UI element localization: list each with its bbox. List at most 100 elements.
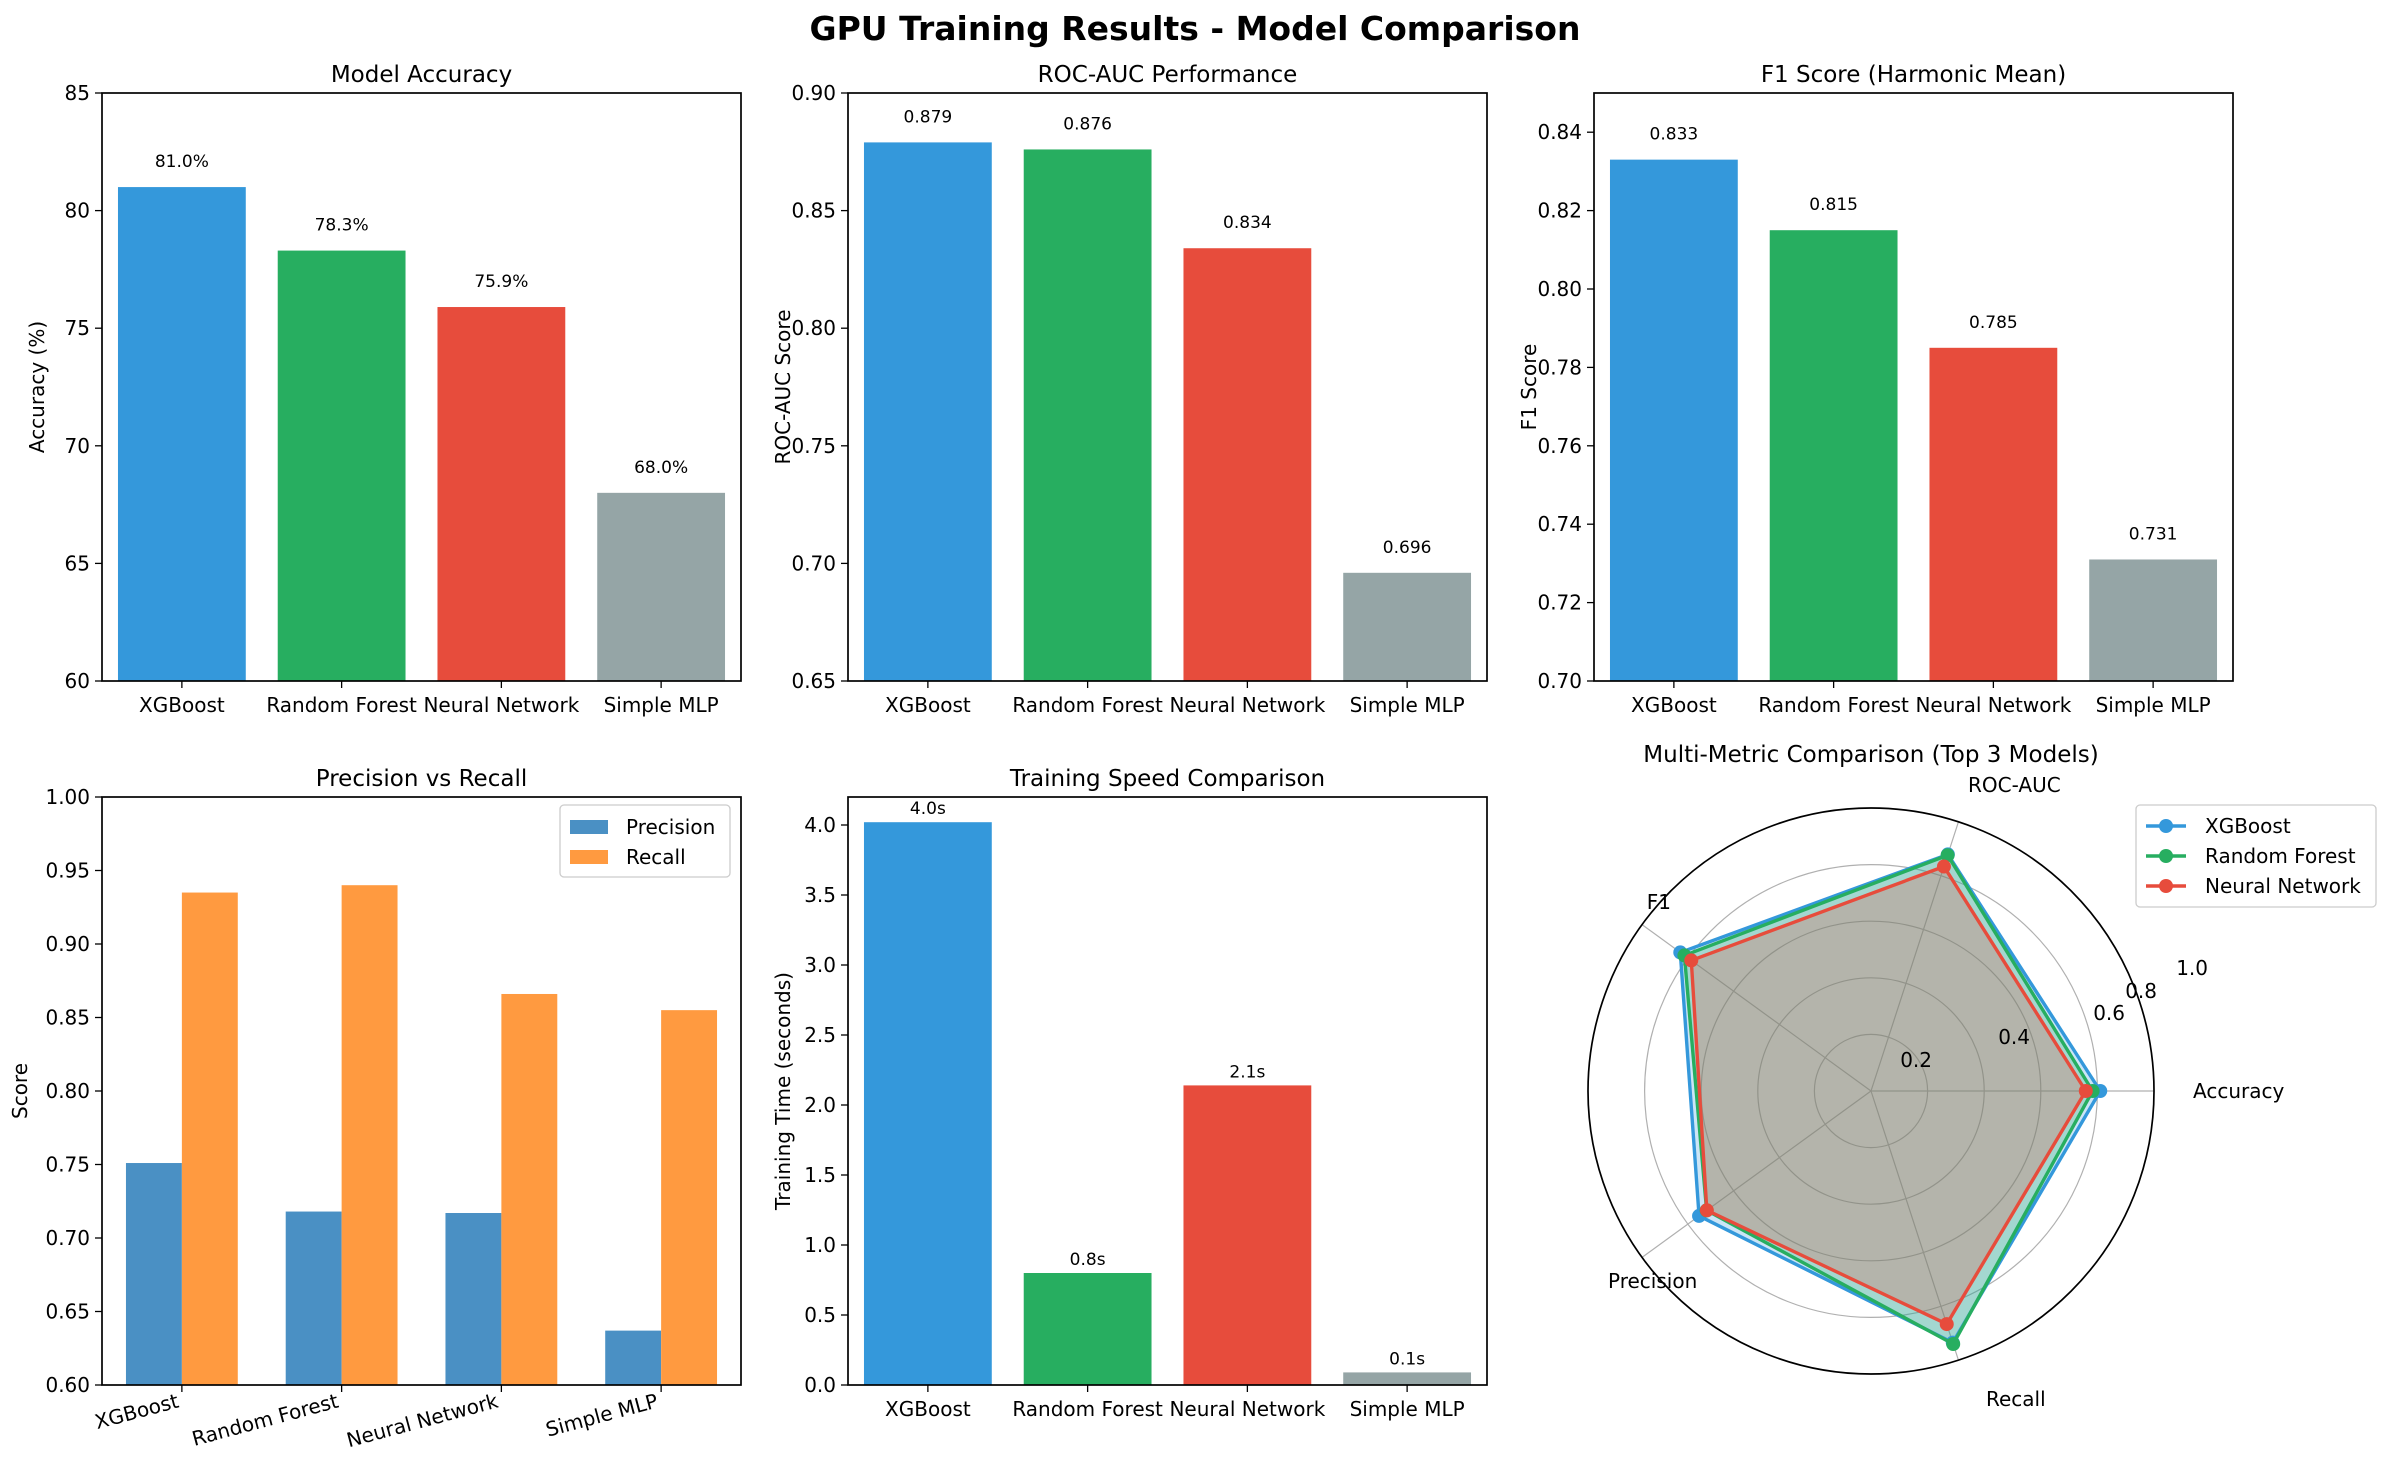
y-tick-label: 3.0 [804,953,836,977]
y-axis-label: Accuracy (%) [25,321,49,453]
legend-label: XGBoost [2205,814,2291,838]
data-label: 68.0% [634,458,688,478]
radar-r-tick-label: 0.6 [2093,1001,2125,1025]
axes-frame [847,796,1488,1386]
x-tick-label: XGBoost [139,693,225,717]
bar-0 [863,822,992,1385]
y-tick-label: 1.00 [45,785,90,809]
bar-2 [437,307,566,681]
radar-point-1-4 [1946,1337,1961,1351]
x-tick-label: Simple MLP [604,693,719,717]
x-tick-label: Neural Network [1169,1397,1325,1421]
bar-precision-0 [125,1163,182,1385]
legend-box [2135,804,2377,908]
chart-roc_auc: 0.879 0.876 0.834 0.696 0.65 0.70 0.75 0.80 0.85… [771,62,1488,717]
legend-marker-0 [2159,819,2173,833]
y-tick-label: 0.85 [791,199,836,223]
y-axis-label: ROC-AUC Score [771,309,795,464]
radar-axis-label: ROC-AUC [1968,773,2061,797]
data-label: 0.834 [1223,213,1272,233]
chart-title: Precision vs Recall [316,766,527,792]
bar-recall-2 [501,993,558,1385]
y-tick-label: 0.70 [45,1226,90,1250]
y-tick-label: 0.60 [45,1373,90,1397]
y-tick-label: 3.5 [804,883,836,907]
legend-label: Neural Network [2205,874,2361,898]
data-label: 2.1s [1229,1062,1265,1082]
x-tick-label: Random Forest [1012,1397,1163,1421]
chart-f1: 0.833 0.815 0.785 0.731 0.70 0.72 0.74 0.76 0.78… [1517,62,2234,717]
data-label: 0.876 [1063,114,1112,134]
y-tick-label: 2.0 [804,1093,836,1117]
y-axis-label: Score [8,1063,32,1119]
axes-frame [847,92,1488,682]
chart-speed: 4.0s 0.8s 2.1s 0.1s 0.0 0.5 1.0 1.5 2.0 2.5 3.0 3.5… [771,766,1488,1421]
y-tick-label: 1.5 [804,1163,836,1187]
y-tick-label: 0.78 [1537,355,1582,379]
y-tick-label: 0.65 [45,1300,90,1324]
y-tick-label: 85 [65,81,90,105]
y-tick-label: 0.84 [1537,120,1582,144]
legend-swatch-precision [570,820,608,834]
x-tick-label: Random Forest [266,693,417,717]
radar-r-tick-label: 0.2 [1900,1048,1932,1072]
bar-3 [2089,559,2218,681]
x-tick-label: XGBoost [1631,693,1717,717]
y-axis-label: Training Time (seconds) [771,972,795,1211]
radar-axis-label: Precision [1608,1269,1697,1293]
bar-3 [597,492,726,681]
y-tick-label: 70 [65,434,90,458]
radar-point-2-3 [1699,1203,1714,1218]
bar-3 [1343,572,1472,681]
radar-point-2-4 [1939,1317,1954,1332]
bar-0 [863,142,992,682]
chart-accuracy: 81.0% 78.3% 75.9% 68.0% 60 65 70 75 80 85 XGBoost R… [25,62,742,717]
bar-1 [1023,1273,1152,1385]
radar-r-tick-label: 0.8 [2125,979,2157,1003]
bar-1 [277,250,406,682]
x-tick-label: Simple MLP [1350,1397,1465,1421]
legend-swatch-recall [570,850,608,864]
radar-axis-label: F1 [1647,890,1671,914]
radar-spoke [1641,1090,1872,1258]
y-tick-label: 0.70 [1537,669,1582,693]
x-tick-label: Simple MLP [1350,693,1465,717]
x-tick-label: XGBoost [885,693,971,717]
bar-recall-3 [661,1010,718,1385]
bar-2 [1183,248,1312,681]
y-tick-label: 60 [65,669,90,693]
radar-spoke [1870,1090,1960,1361]
legend-marker-2 [2159,879,2173,893]
y-tick-label: 1.0 [804,1233,836,1257]
y-tick-label: 75 [65,316,90,340]
legend-label: Random Forest [2205,844,2356,868]
chart-title: Model Accuracy [331,62,512,88]
data-label: 0.731 [2129,524,2178,544]
radar-axis-label: Accuracy [2193,1079,2284,1103]
data-label: 0.833 [1650,125,1699,145]
chart-title: F1 Score (Harmonic Mean) [1761,62,2066,88]
legend-label: Precision [626,815,715,839]
bar-0 [1609,159,1738,681]
data-label: 0.1s [1389,1349,1425,1369]
data-label: 4.0s [910,799,946,819]
y-tick-label: 0.85 [45,1006,90,1030]
data-label: 78.3% [315,216,369,236]
bar-precision-2 [445,1213,502,1385]
data-label: 0.815 [1809,195,1858,215]
legend-marker-1 [2159,849,2173,863]
y-tick-label: 80 [65,199,90,223]
radar-point-1-1 [1940,848,1955,863]
data-label: 0.785 [1969,313,2018,333]
x-tick-label: XGBoost [885,1397,971,1421]
bar-precision-1 [285,1211,342,1385]
radar-fill-0 [1680,854,2101,1343]
y-tick-label: 0.65 [791,669,836,693]
radar-frame [1587,807,2155,1375]
y-tick-label: 0.80 [45,1079,90,1103]
y-tick-label: 0.72 [1537,591,1582,615]
y-tick-label: 65 [65,551,90,575]
data-label: 0.8s [1070,1250,1106,1270]
chart-title: Multi-Metric Comparison (Top 3 Models) [1643,742,2098,768]
radar-fill-2 [1691,866,2086,1325]
